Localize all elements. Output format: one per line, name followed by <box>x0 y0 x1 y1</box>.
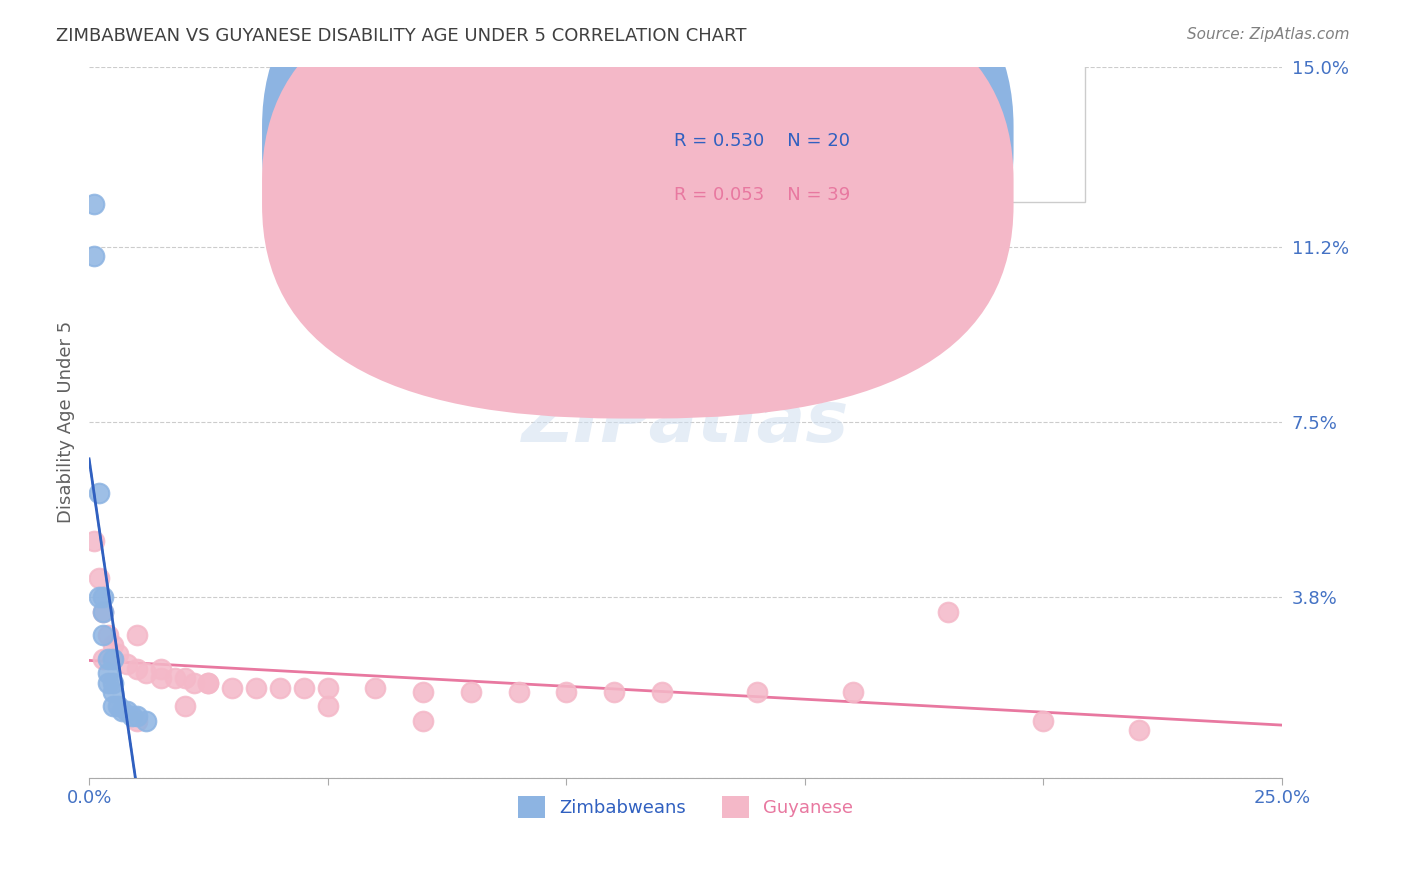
Point <box>936 605 959 619</box>
Point <box>841 685 863 699</box>
Point <box>316 681 339 695</box>
Point <box>87 486 110 500</box>
Point <box>292 681 315 695</box>
Text: ZIPatlas: ZIPatlas <box>522 388 849 457</box>
Point <box>121 709 143 723</box>
Point <box>269 681 291 695</box>
Point <box>83 249 105 263</box>
Point <box>115 704 138 718</box>
Point <box>93 591 115 605</box>
Point <box>183 675 205 690</box>
Point <box>412 714 434 728</box>
Text: Source: ZipAtlas.com: Source: ZipAtlas.com <box>1187 27 1350 42</box>
Point <box>125 709 148 723</box>
FancyBboxPatch shape <box>596 63 1085 202</box>
Point <box>745 685 768 699</box>
Point <box>101 675 124 690</box>
Point <box>135 714 157 728</box>
Point <box>93 605 115 619</box>
Point <box>508 685 530 699</box>
Point <box>1032 714 1054 728</box>
Text: R = 0.530    N = 20: R = 0.530 N = 20 <box>673 132 849 150</box>
FancyBboxPatch shape <box>262 0 1014 418</box>
Point <box>97 652 120 666</box>
Point <box>97 628 120 642</box>
Point <box>93 605 115 619</box>
Point <box>97 675 120 690</box>
Point <box>364 681 387 695</box>
Point <box>97 666 120 681</box>
Point <box>135 666 157 681</box>
Point <box>125 628 148 642</box>
Point <box>83 197 105 211</box>
Text: R = 0.053    N = 39: R = 0.053 N = 39 <box>673 186 849 203</box>
Point <box>1128 723 1150 738</box>
Point <box>173 699 195 714</box>
Point <box>101 638 124 652</box>
Point <box>87 572 110 586</box>
Point <box>149 671 172 685</box>
Point <box>101 699 124 714</box>
Point <box>173 671 195 685</box>
Point <box>125 714 148 728</box>
Point <box>125 661 148 675</box>
Point <box>111 704 134 718</box>
Point <box>197 675 219 690</box>
Point <box>163 671 186 685</box>
Point <box>245 681 267 695</box>
Point <box>555 685 578 699</box>
Legend: Zimbabweans, Guyanese: Zimbabweans, Guyanese <box>510 789 860 825</box>
Point <box>149 661 172 675</box>
FancyBboxPatch shape <box>262 0 1014 365</box>
Point <box>107 648 129 662</box>
Point <box>603 685 626 699</box>
Point <box>83 533 105 548</box>
Point <box>316 699 339 714</box>
Point <box>115 657 138 671</box>
Point <box>93 628 115 642</box>
Point <box>412 685 434 699</box>
Point <box>87 591 110 605</box>
Point <box>93 652 115 666</box>
Point <box>460 685 482 699</box>
Point <box>107 699 129 714</box>
Point <box>651 685 673 699</box>
Text: ZIMBABWEAN VS GUYANESE DISABILITY AGE UNDER 5 CORRELATION CHART: ZIMBABWEAN VS GUYANESE DISABILITY AGE UN… <box>56 27 747 45</box>
Point <box>101 685 124 699</box>
Point <box>197 675 219 690</box>
Point <box>101 652 124 666</box>
Point <box>221 681 243 695</box>
Y-axis label: Disability Age Under 5: Disability Age Under 5 <box>58 321 75 524</box>
